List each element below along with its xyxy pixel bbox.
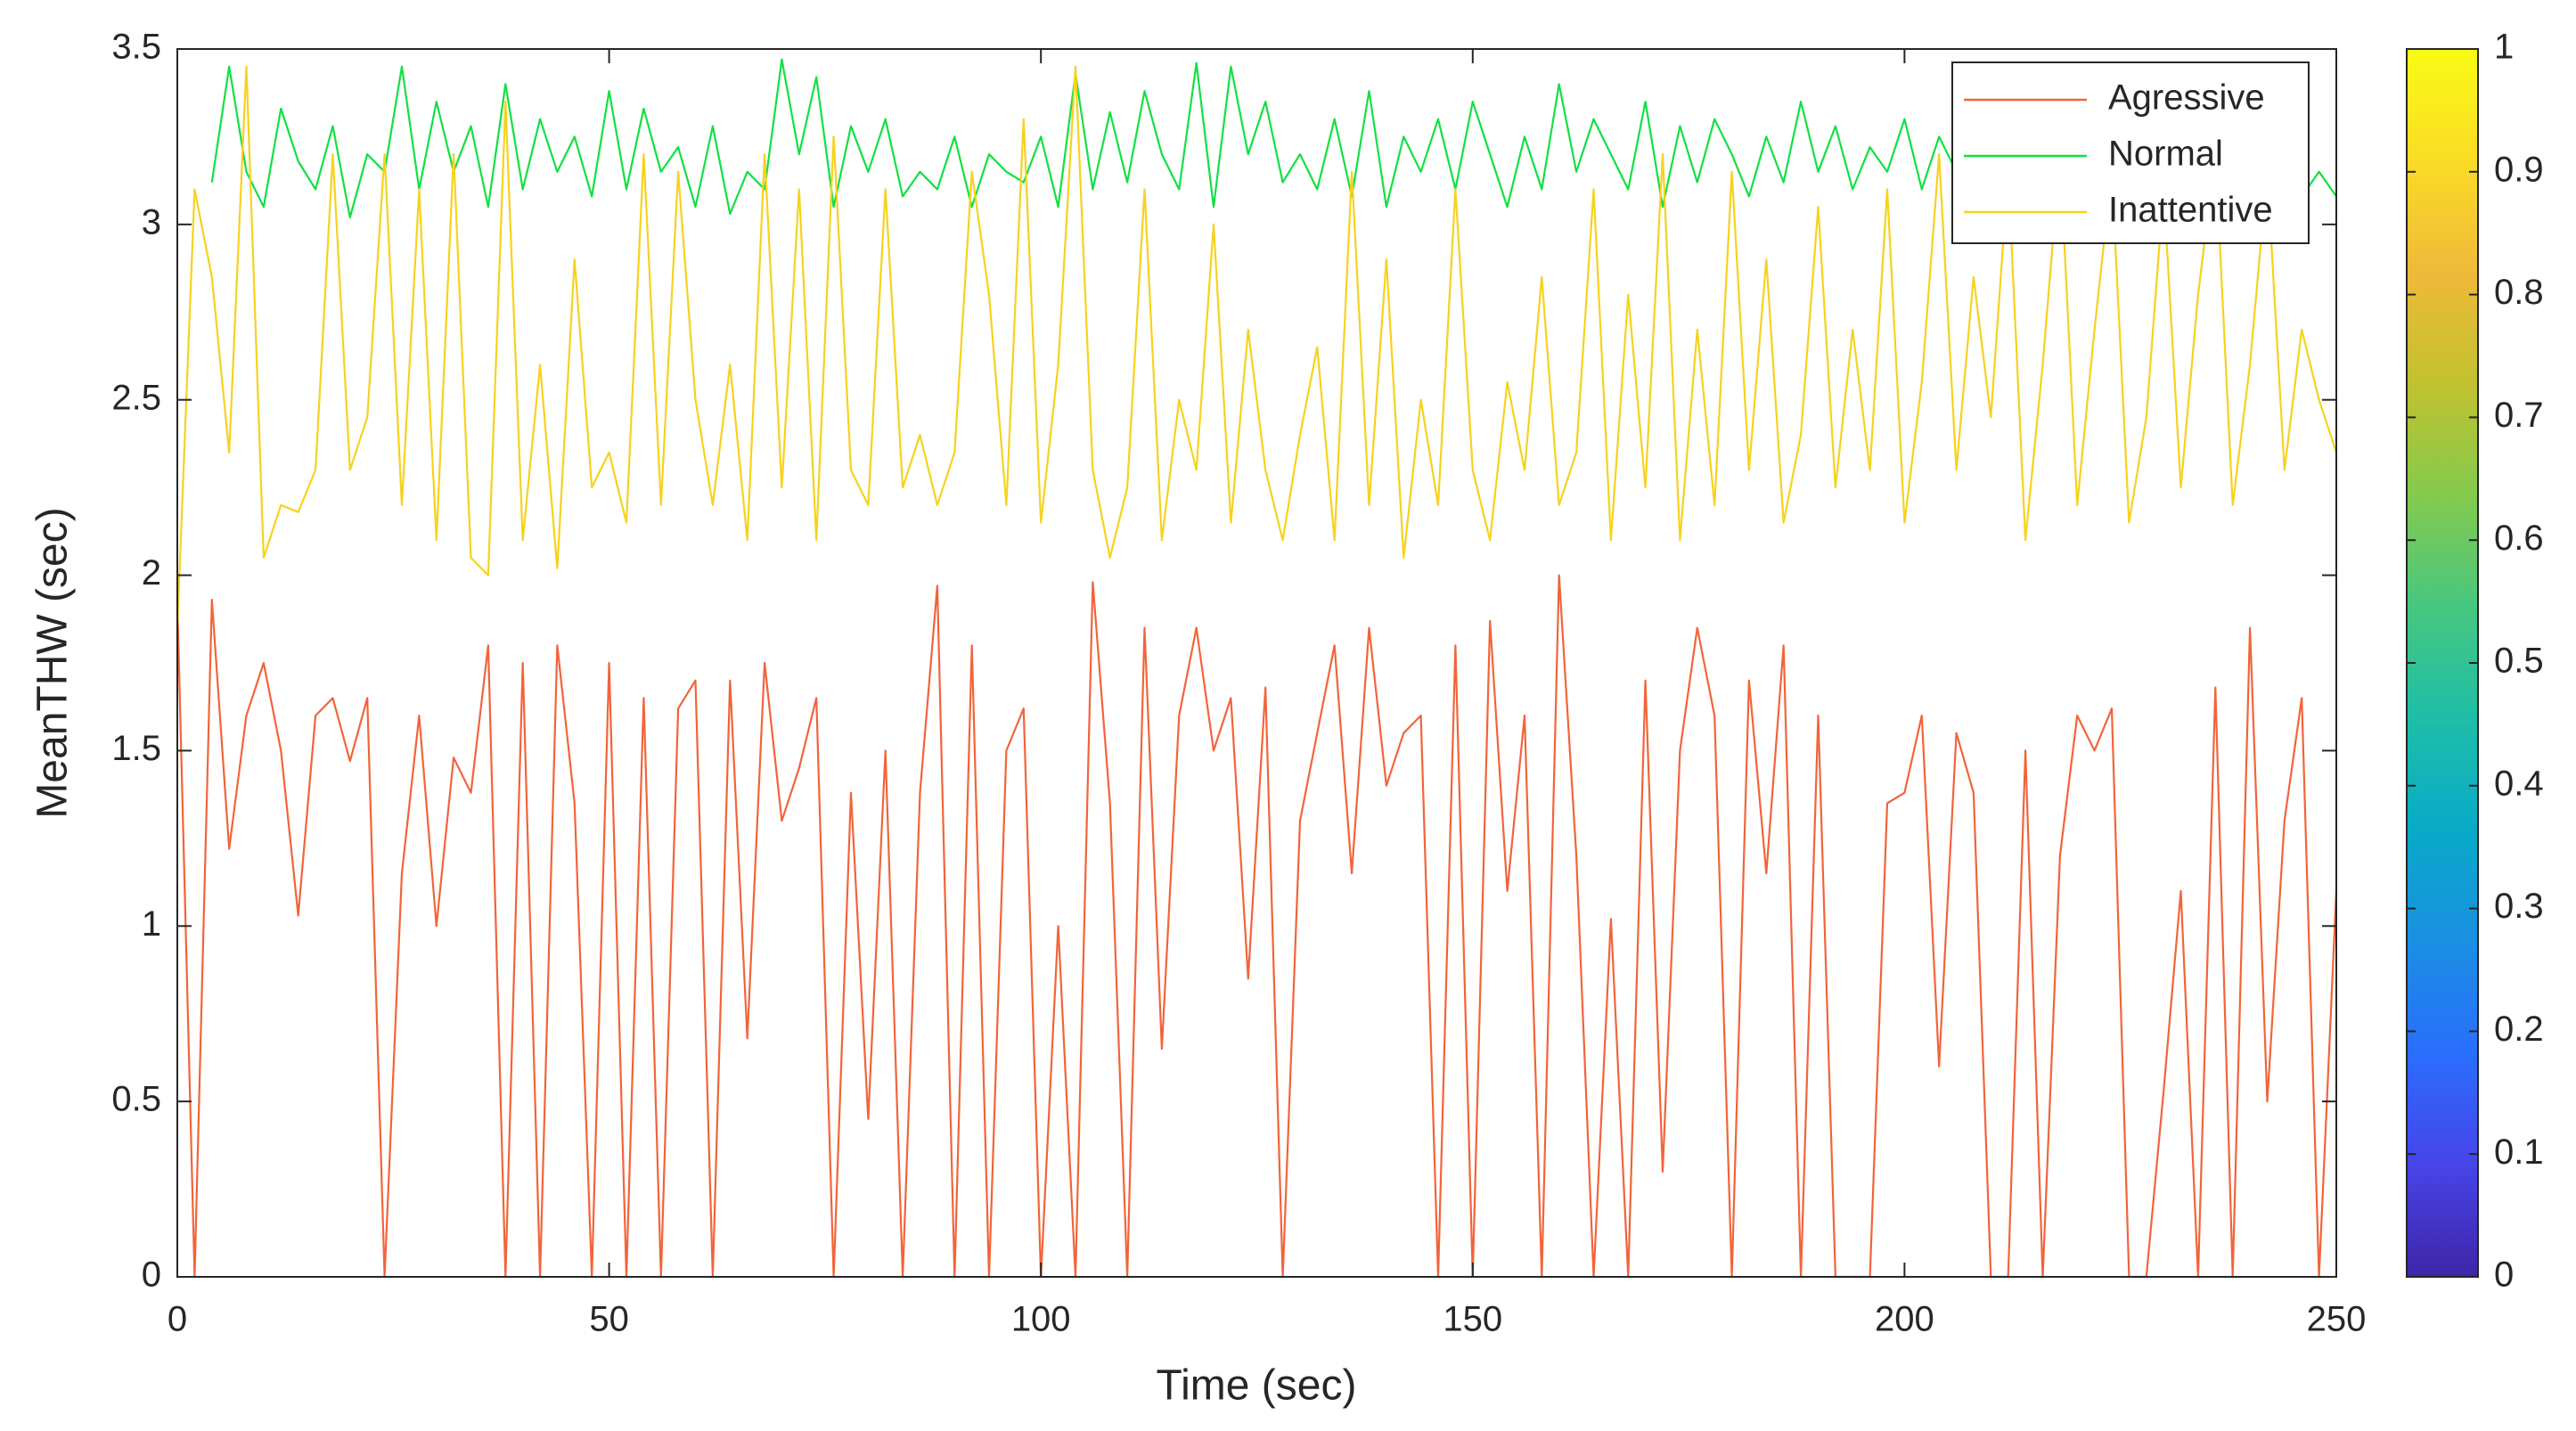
colorbar-tick-label: 0.3 [2494, 887, 2544, 926]
colorbar-tick-label: 1 [2494, 28, 2514, 67]
x-tick-label: 100 [1011, 1300, 1071, 1339]
legend-label: Inattentive [2108, 191, 2273, 230]
colorbar-tick-label: 0 [2494, 1255, 2514, 1295]
y-tick-label: 2 [142, 553, 161, 593]
colorbar-tick-label: 0.1 [2494, 1133, 2544, 1172]
colorbar-tick-label: 0.7 [2494, 396, 2544, 435]
colorbar-tick-label: 0.9 [2494, 150, 2544, 189]
legend-label: Agressive [2108, 78, 2265, 118]
y-tick-label: 1.5 [111, 729, 161, 768]
x-tick-label: 200 [1875, 1300, 1934, 1339]
y-tick-label: 2.5 [111, 378, 161, 417]
y-tick-label: 3.5 [111, 28, 161, 67]
colorbar-tick-label: 0.5 [2494, 642, 2544, 681]
x-tick-label: 0 [168, 1300, 187, 1339]
colorbar-tick-label: 0.8 [2494, 273, 2544, 312]
x-axis-label: Time (sec) [1157, 1362, 1357, 1410]
colorbar-tick-label: 0.6 [2494, 519, 2544, 558]
x-tick-label: 50 [589, 1300, 629, 1339]
colorbar [2406, 48, 2479, 1278]
colorbar-tick-label: 0.4 [2494, 764, 2544, 803]
legend-label: Normal [2108, 135, 2223, 174]
y-tick-label: 0.5 [111, 1080, 161, 1119]
axes-box [176, 48, 2337, 1278]
y-axis-label: MeanTHW (sec) [29, 507, 77, 818]
colorbar-tick-label: 0.2 [2494, 1010, 2544, 1049]
x-tick-label: 250 [2307, 1300, 2367, 1339]
y-tick-label: 1 [142, 904, 161, 944]
data-line [176, 65, 2338, 628]
x-tick-label: 150 [1443, 1300, 1502, 1339]
y-tick-label: 3 [142, 202, 161, 241]
data-line [176, 574, 2338, 1279]
y-tick-label: 0 [142, 1255, 161, 1295]
